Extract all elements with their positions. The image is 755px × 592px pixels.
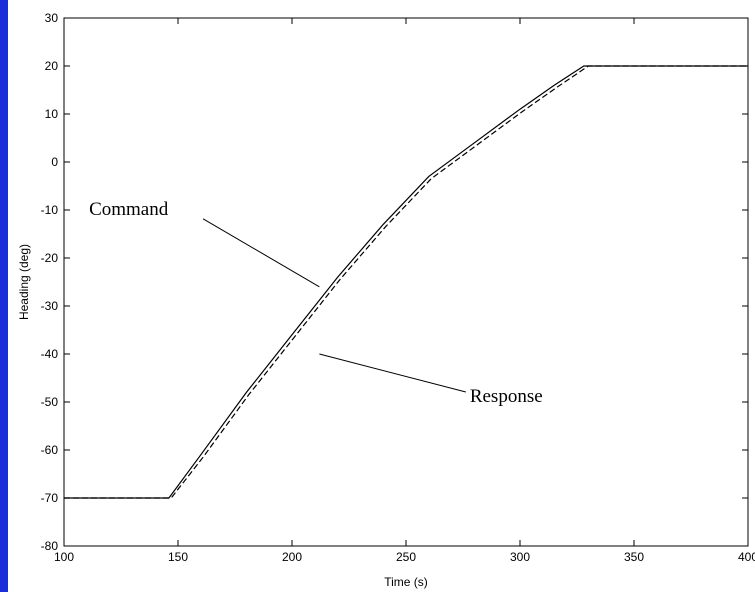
- plot-area: [63, 17, 749, 547]
- x-tick-label: 250: [396, 550, 416, 564]
- x-tick-label: 300: [510, 550, 530, 564]
- x-tick-label: 200: [282, 550, 302, 564]
- y-tick-label: -50: [41, 395, 59, 409]
- annotation-leader-command: [202, 218, 320, 288]
- y-axis-label: Heading (deg): [17, 244, 31, 320]
- heading-time-chart: 100 150 200 250 300 350 4003020100-10-20-30-40…: [17, 11, 755, 589]
- annotation-command: Command: [89, 199, 169, 220]
- y-tick-label: 30: [45, 11, 59, 25]
- y-tick-label: 0: [51, 155, 58, 169]
- y-tick-label: -70: [41, 491, 59, 505]
- annotation-layer: Command Response: [89, 199, 543, 407]
- x-tick-label: 150: [168, 550, 188, 564]
- series-layer: [64, 65, 748, 499]
- y-tick-label: -30: [41, 299, 59, 313]
- y-tick-label: -60: [41, 443, 59, 457]
- x-axis-label: Time (s): [384, 575, 428, 589]
- y-tick-label: -80: [41, 539, 59, 553]
- axis-ticks: 100 150 200 250 300 350 4003020100-10-20-30-40…: [41, 11, 755, 564]
- y-tick-label: -10: [41, 203, 59, 217]
- y-tick-label: -20: [41, 251, 59, 265]
- y-tick-label: 20: [45, 59, 59, 73]
- x-tick-label: 350: [624, 550, 644, 564]
- chart-figure: 100 150 200 250 300 350 400 30 20 10 0 -10 -20 -30 -40…: [8, 0, 755, 592]
- series-line-response: [64, 65, 748, 499]
- y-tick-label: 10: [45, 107, 59, 121]
- x-tick-label: 400: [738, 550, 755, 564]
- series-line-command: [64, 65, 748, 499]
- y-tick-label: -40: [41, 347, 59, 361]
- annotation-response: Response: [470, 386, 543, 407]
- x-tick-label: 100: [54, 550, 74, 564]
- annotation-leader-response: [319, 353, 466, 393]
